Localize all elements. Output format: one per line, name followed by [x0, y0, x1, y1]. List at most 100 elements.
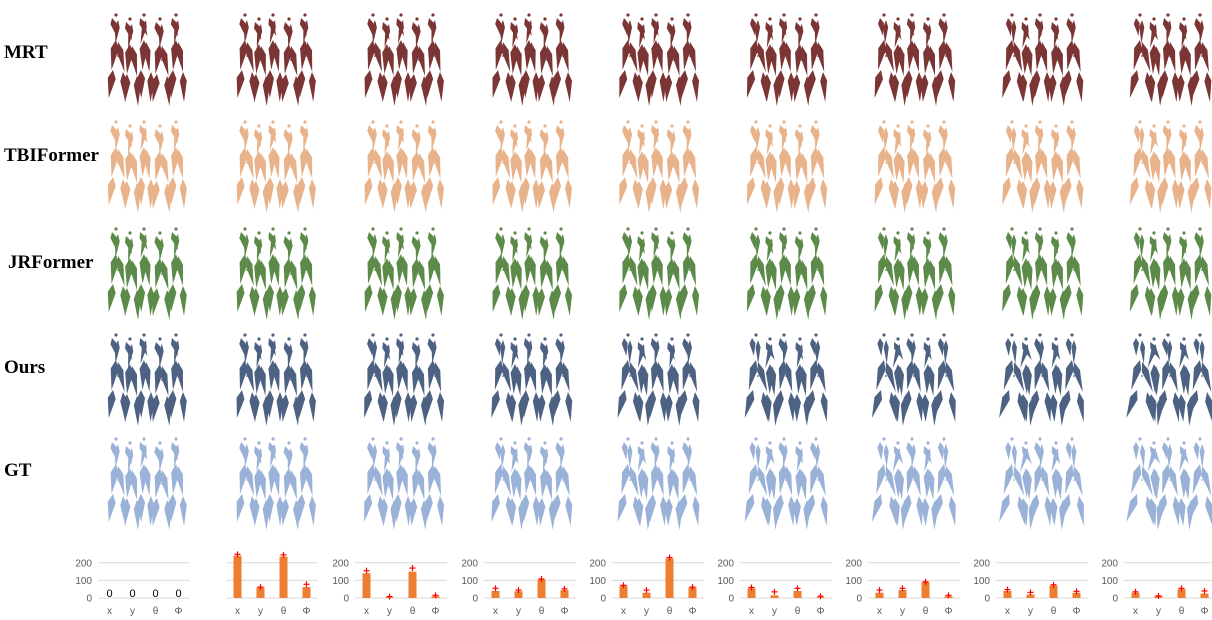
error-marker	[643, 587, 650, 594]
y-tick-label: 100	[1101, 576, 1118, 587]
bar	[302, 587, 311, 598]
error-marker	[666, 554, 673, 561]
x-tick-label: Φ	[175, 606, 183, 617]
bar-chart: 0 100 200 x y θ Φ	[461, 558, 576, 617]
skeleton-frame	[492, 120, 573, 213]
error-marker	[899, 585, 906, 592]
y-tick-label: 100	[461, 576, 478, 587]
error-marker	[771, 588, 778, 595]
x-tick-label: y	[130, 606, 135, 617]
x-tick-label: x	[235, 606, 240, 617]
error-marker	[432, 592, 439, 599]
bar	[560, 590, 569, 598]
error-marker	[1004, 586, 1011, 593]
skeleton-frame	[492, 13, 573, 106]
y-tick-label: 200	[75, 558, 92, 569]
x-tick-label: x	[1005, 606, 1010, 617]
y-tick-label: 100	[973, 576, 990, 587]
y-tick-label: 0	[86, 594, 92, 605]
x-tick-label: θ	[923, 606, 929, 617]
bar	[875, 592, 884, 598]
bar	[408, 571, 417, 598]
error-marker	[1027, 589, 1034, 596]
x-tick-label: y	[644, 606, 649, 617]
error-marker	[538, 575, 545, 582]
error-marker	[1050, 581, 1057, 588]
y-tick-label: 100	[717, 576, 734, 587]
y-tick-label: 0	[472, 594, 478, 605]
bar	[1177, 589, 1186, 598]
skeleton-frame	[1129, 120, 1212, 213]
bar-chart: 0 100 200 x y θ Φ	[1101, 558, 1212, 617]
skeleton-frame	[999, 437, 1084, 530]
data-label: 0	[106, 588, 112, 600]
skeleton-frame	[1126, 333, 1212, 426]
skeleton-frame	[871, 437, 956, 530]
skeleton-frame	[1002, 227, 1084, 320]
bar-chart: 0 100 200 x y θ Φ	[973, 558, 1088, 617]
y-tick-label: 0	[728, 594, 734, 605]
y-tick-label: 200	[717, 558, 734, 569]
bar	[921, 582, 930, 598]
skeleton-frame	[999, 333, 1084, 426]
skeleton-frame	[364, 120, 444, 213]
error-marker	[492, 585, 499, 592]
bar-chart: 0 100 200 0 x 0 y 0 θ 0 Φ	[75, 558, 190, 617]
skeleton-frame	[874, 227, 956, 320]
bar	[256, 587, 265, 598]
error-marker	[1201, 587, 1208, 594]
data-label: 0	[129, 588, 135, 600]
bar	[514, 591, 523, 598]
skeleton-frame	[874, 120, 956, 213]
skeleton-frame	[107, 227, 187, 320]
skeleton-frame	[619, 13, 700, 106]
bar	[793, 590, 802, 598]
skeleton-frame	[107, 13, 187, 106]
x-tick-label: x	[621, 606, 626, 617]
error-marker	[748, 584, 755, 591]
skeleton-frame	[236, 437, 316, 530]
skeleton-frame	[871, 333, 956, 426]
error-marker	[817, 593, 824, 600]
x-tick-label: Φ	[945, 606, 953, 617]
error-marker	[303, 581, 310, 588]
bar	[279, 556, 288, 598]
x-tick-label: θ	[1051, 606, 1057, 617]
y-tick-label: 0	[600, 594, 606, 605]
error-marker	[620, 582, 627, 589]
error-marker	[1155, 592, 1162, 599]
bar	[1200, 593, 1209, 598]
x-tick-label: θ	[153, 606, 159, 617]
bar	[619, 585, 628, 598]
error-marker	[234, 551, 241, 558]
y-tick-label: 0	[1112, 594, 1118, 605]
bar	[1003, 590, 1012, 598]
error-marker	[363, 567, 370, 574]
skeleton-frame	[107, 437, 187, 530]
bar	[898, 590, 907, 598]
error-marker	[515, 587, 522, 594]
x-tick-label: Φ	[1073, 606, 1081, 617]
x-tick-label: y	[516, 606, 521, 617]
skeleton-frame	[619, 227, 700, 320]
skeleton-frame	[744, 437, 828, 530]
skeleton-frame	[744, 333, 828, 426]
bar	[688, 587, 697, 598]
x-tick-label: y	[1156, 606, 1161, 617]
skeleton-frame	[236, 227, 316, 320]
y-tick-label: 200	[845, 558, 862, 569]
y-tick-label: 100	[845, 576, 862, 587]
bar	[233, 555, 242, 598]
skeleton-frame	[236, 120, 316, 213]
error-marker	[922, 578, 929, 585]
x-tick-label: x	[493, 606, 498, 617]
skeleton-frame	[1129, 13, 1212, 106]
skeleton-frame	[492, 227, 573, 320]
row-label-mrt: MRT	[4, 42, 48, 63]
skeleton-frame	[619, 120, 700, 213]
bar	[362, 573, 371, 598]
bar-chart: 0 100 200 x y θ Φ	[589, 554, 704, 617]
x-tick-label: Φ	[817, 606, 825, 617]
x-tick-label: θ	[281, 606, 287, 617]
skeleton-frame	[1129, 227, 1212, 320]
